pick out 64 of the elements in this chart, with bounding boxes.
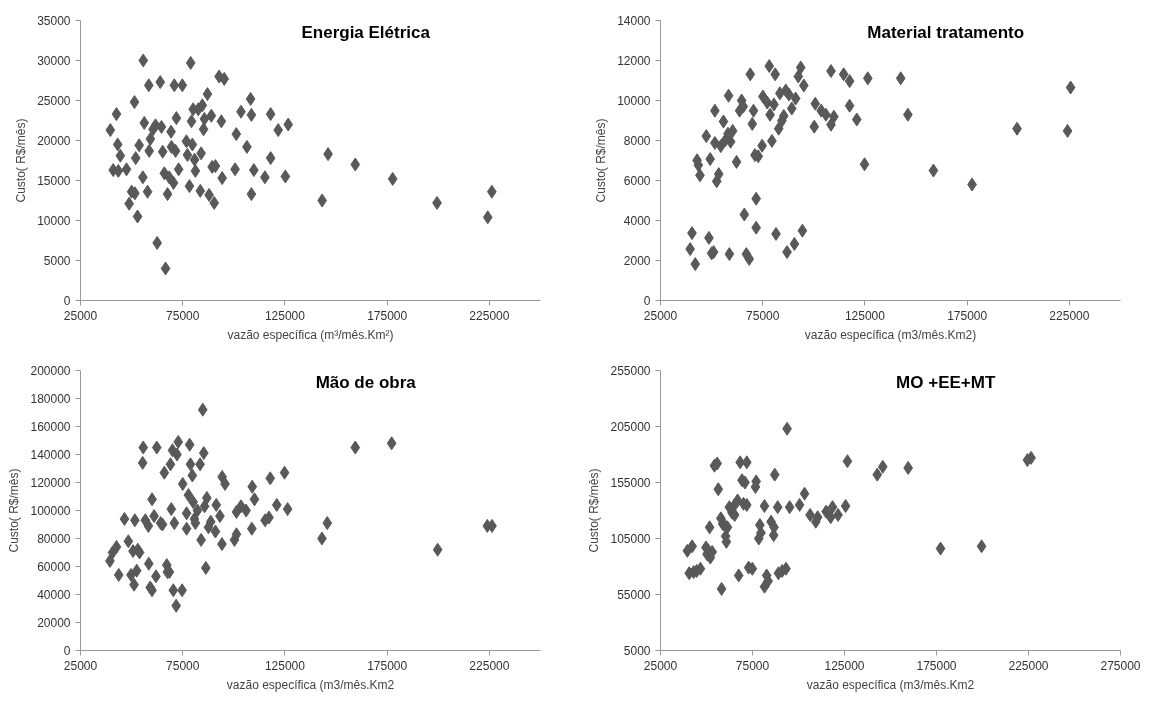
x-tick-label: 75000 [735,658,770,673]
chart-title: Energia Elétrica [301,23,431,43]
y-tick-label: 6000 [623,174,651,188]
y-tick-label: 0 [63,644,71,658]
x-tick-label: 275000 [1100,658,1141,673]
y-tick-label: 20000 [37,616,71,630]
chart-title: MO +EE+MT [896,373,996,393]
x-tick-label: 175000 [916,658,957,673]
y-tick-label: 205000 [610,420,651,434]
y-tick-label: 0 [643,294,651,308]
x-tick-label: 225000 [469,658,510,673]
y-tick-label: 155000 [610,476,651,490]
y-tick-label: 10000 [37,214,71,228]
y-tick-label: 20000 [37,134,71,148]
y-tick-label: 80000 [37,532,71,546]
x-tick-label: 225000 [469,308,510,323]
chart-title: Material tratamento [867,23,1025,43]
y-tick-label: 2000 [623,254,651,268]
y-tick-label: 35000 [37,14,71,28]
x-axis-title: vazão específica (m³/mês.Km²) [227,327,394,342]
x-tick-label: 25000 [643,308,678,323]
y-tick-label: 120000 [30,476,71,490]
y-axis-title: Custo( R$/mês) [594,118,609,203]
x-tick-label: 75000 [746,308,780,323]
x-axis-title: vazão específica (m3/mês.Km2 [806,677,975,692]
y-tick-label: 105000 [610,532,651,546]
y-tick-label: 5000 [623,644,651,658]
x-tick-label: 125000 [824,658,865,673]
y-tick-label: 12000 [617,54,651,68]
x-tick-label: 225000 [1008,658,1049,673]
x-tick-label: 125000 [264,308,306,323]
y-tick-label: 25000 [37,94,71,108]
x-tick-label: 75000 [166,658,200,673]
y-tick-label: 10000 [617,94,651,108]
y-axis-title: Custo( R$/mês) [7,468,22,553]
y-tick-label: 15000 [37,174,71,188]
y-tick-label: 30000 [37,54,71,68]
y-tick-label: 55000 [617,588,651,602]
x-tick-label: 225000 [1049,308,1090,323]
x-tick-label: 25000 [643,658,678,673]
x-tick-label: 175000 [367,308,408,323]
y-tick-label: 8000 [623,134,651,148]
y-tick-label: 14000 [617,14,651,28]
y-tick-label: 40000 [37,588,71,602]
y-tick-label: 180000 [30,392,71,406]
x-axis-title: vazão específica (m3/mês.Km2 [226,677,395,692]
chart-title: Mão de obra [315,373,417,393]
x-tick-label: 175000 [367,658,408,673]
y-tick-label: 200000 [30,364,71,378]
x-tick-label: 125000 [264,658,306,673]
y-axis-title: Custo( R$/mês) [587,468,602,553]
y-tick-label: 60000 [37,560,71,574]
y-tick-label: 4000 [623,214,651,228]
x-tick-label: 125000 [844,308,886,323]
x-axis-title: vazão específica (m3/mês.Km2) [804,327,977,342]
y-tick-label: 5000 [43,254,71,268]
y-tick-label: 255000 [610,364,651,378]
y-tick-label: 100000 [30,504,71,518]
y-tick-label: 0 [63,294,71,308]
y-tick-label: 140000 [30,448,71,462]
x-tick-label: 175000 [947,308,988,323]
y-axis-title: Custo( R$/mês) [14,118,29,203]
y-tick-label: 160000 [30,420,71,434]
x-tick-label: 75000 [166,308,200,323]
